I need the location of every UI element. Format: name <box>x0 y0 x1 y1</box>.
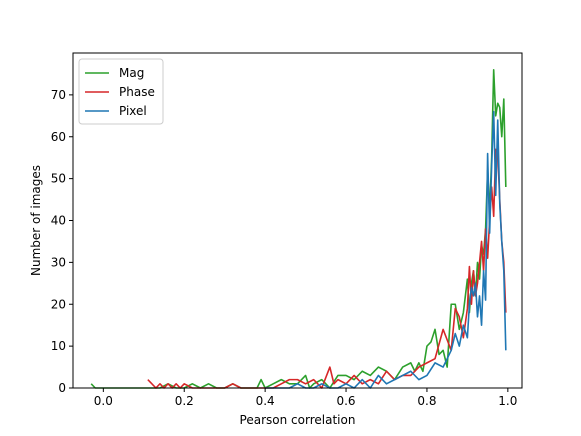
y-tick-label: 60 <box>51 130 66 144</box>
x-tick-label: 0.2 <box>175 394 194 408</box>
legend-label-phase: Phase <box>119 85 155 99</box>
x-tick-label: 0.8 <box>417 394 436 408</box>
series-line-pixel <box>265 110 507 389</box>
series-line-phase <box>147 148 507 389</box>
x-tick-label: 0.0 <box>94 394 113 408</box>
x-ticks: 0.0 0.2 0.4 0.6 0.8 1.0 <box>94 388 517 408</box>
legend: Mag Phase Pixel <box>78 58 164 125</box>
x-axis-label: Pearson correlation <box>240 413 356 427</box>
x-tick-label: 1.0 <box>498 394 517 408</box>
legend-label-mag: Mag <box>119 66 144 80</box>
y-tick-label: 10 <box>51 339 66 353</box>
y-tick-label: 50 <box>51 172 66 186</box>
legend-box <box>78 58 164 125</box>
y-ticks: 0 10 20 30 40 50 60 70 <box>51 88 73 395</box>
x-tick-label: 0.4 <box>256 394 275 408</box>
y-tick-label: 0 <box>58 381 66 395</box>
y-tick-label: 40 <box>51 214 66 228</box>
y-axis-label: Number of images <box>29 165 43 276</box>
legend-label-pixel: Pixel <box>119 104 147 118</box>
x-tick-label: 0.6 <box>336 394 355 408</box>
y-tick-label: 30 <box>51 255 66 269</box>
y-tick-label: 70 <box>51 88 66 102</box>
y-tick-label: 20 <box>51 297 66 311</box>
